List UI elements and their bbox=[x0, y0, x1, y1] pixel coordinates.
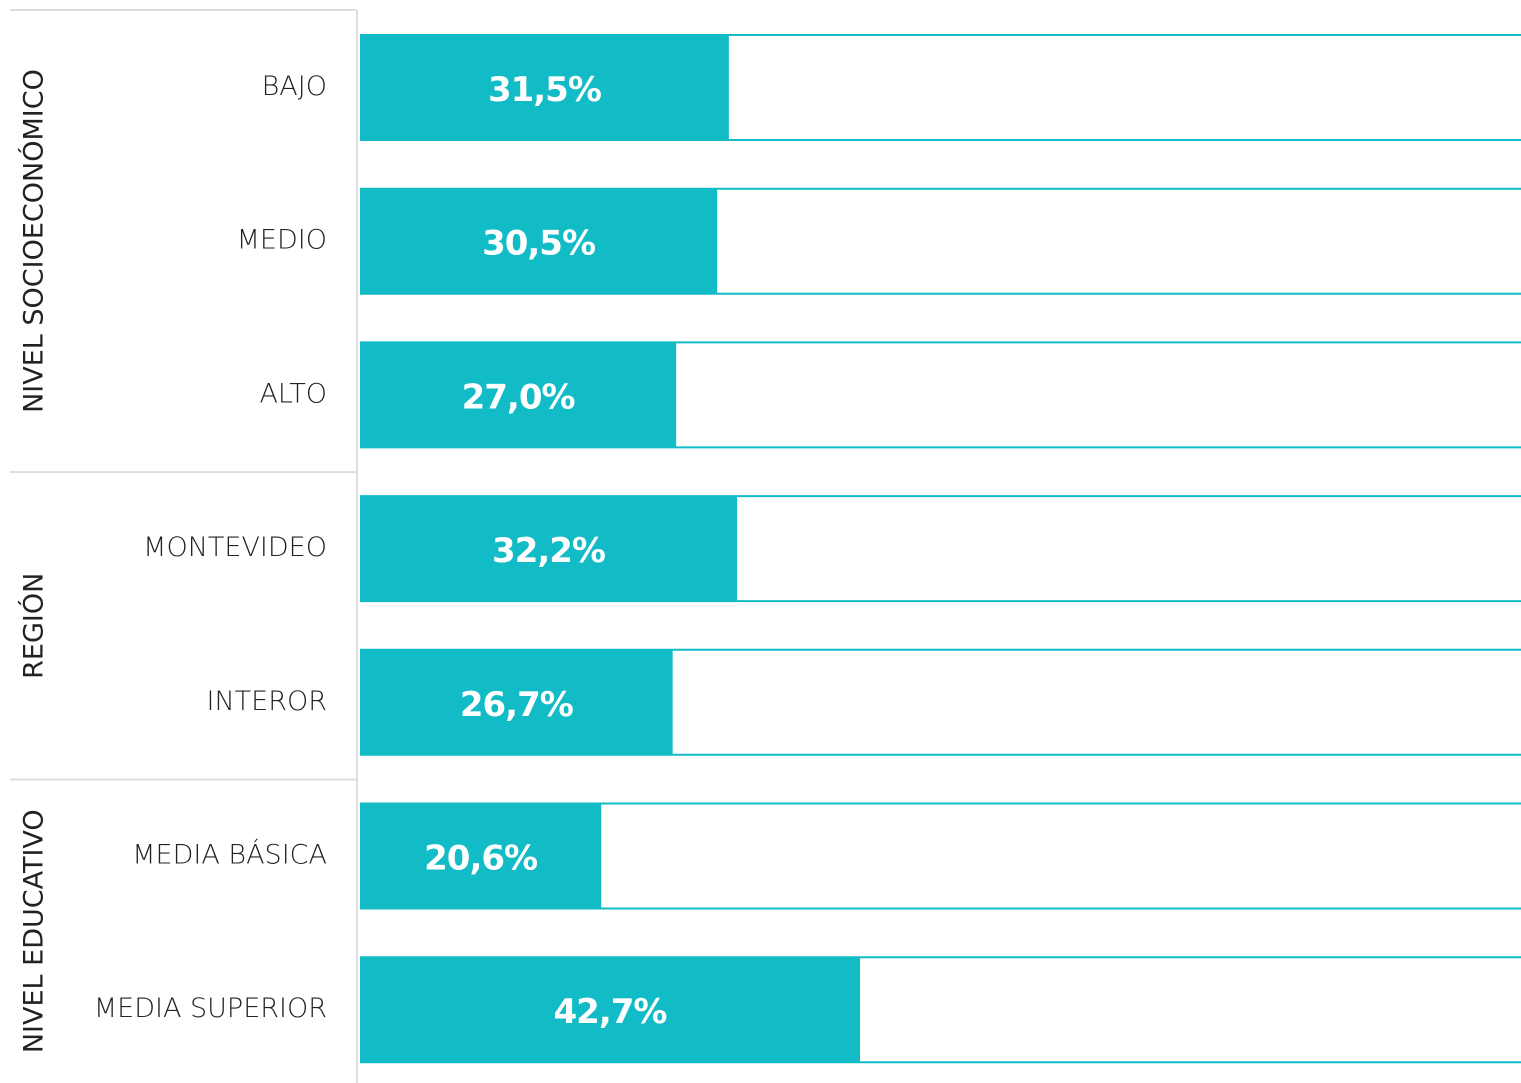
bar bbox=[360, 496, 738, 602]
bar bbox=[360, 342, 677, 448]
bar bbox=[360, 803, 602, 909]
category-label: MEDIA SUPERIOR bbox=[94, 993, 327, 1024]
group-label: NIVEL SOCIOECONÓMICO bbox=[18, 69, 50, 413]
value-label: 42,7% bbox=[554, 992, 667, 1032]
bar bbox=[360, 957, 861, 1063]
category-label: MONTEVIDEO bbox=[143, 532, 327, 563]
group-label: REGIÓN bbox=[18, 573, 50, 679]
bar bbox=[360, 188, 718, 294]
category-label: ALTO bbox=[259, 378, 327, 409]
bar bbox=[360, 649, 673, 755]
value-label: 27,0% bbox=[462, 377, 575, 417]
category-label: INTEROR bbox=[207, 686, 328, 717]
category-label: MEDIA BÁSICA bbox=[132, 839, 327, 871]
value-label: 32,2% bbox=[492, 531, 605, 571]
value-label: 20,6% bbox=[424, 839, 537, 879]
category-label: MEDIO bbox=[237, 225, 327, 256]
group-label: NIVEL EDUCATIVO bbox=[19, 809, 50, 1053]
value-label: 26,7% bbox=[460, 685, 573, 725]
value-label: 30,5% bbox=[482, 224, 595, 264]
category-label: BAJO bbox=[262, 71, 327, 102]
bar bbox=[360, 35, 729, 140]
value-label: 31,5% bbox=[488, 70, 601, 110]
